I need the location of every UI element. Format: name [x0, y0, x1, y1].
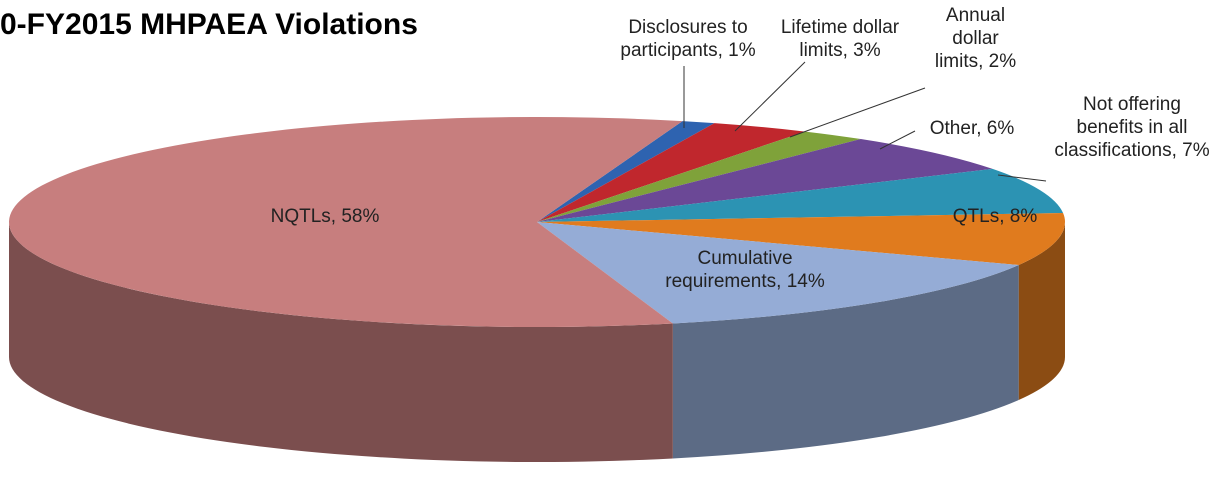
data-label: Other, 6%	[929, 118, 1015, 139]
pie-slice	[537, 123, 806, 222]
pie-slice	[537, 222, 1019, 324]
data-label: NQTLs, 58%	[270, 206, 380, 227]
data-label: Lifetime dollar limits, 3%	[780, 17, 900, 61]
data-label: Cumulative requirements, 14%	[665, 248, 825, 292]
pie-slice	[537, 131, 861, 222]
leader-line	[789, 87, 926, 138]
pie-slice	[537, 139, 993, 222]
leader-line	[997, 174, 1047, 182]
pie-slice-side	[672, 265, 1019, 459]
pie-slice	[9, 117, 683, 328]
data-label: QTLs, 8%	[952, 206, 1038, 227]
data-label: Annual dollar limits, 2%	[934, 5, 1017, 72]
leader-line	[734, 61, 806, 132]
chart-title: 0-FY2015 MHPAEA Violations	[0, 8, 418, 41]
pie-slice-side	[9, 222, 673, 462]
data-label: Disclosures to participants, 1%	[620, 17, 756, 61]
pie-slice	[537, 168, 1064, 222]
data-label: Not offering benefits in all classificat…	[1054, 94, 1210, 161]
pie-slice	[537, 121, 715, 222]
pie-slice	[537, 213, 1065, 266]
leader-line	[879, 130, 916, 150]
pie-slice-side	[1018, 222, 1065, 401]
